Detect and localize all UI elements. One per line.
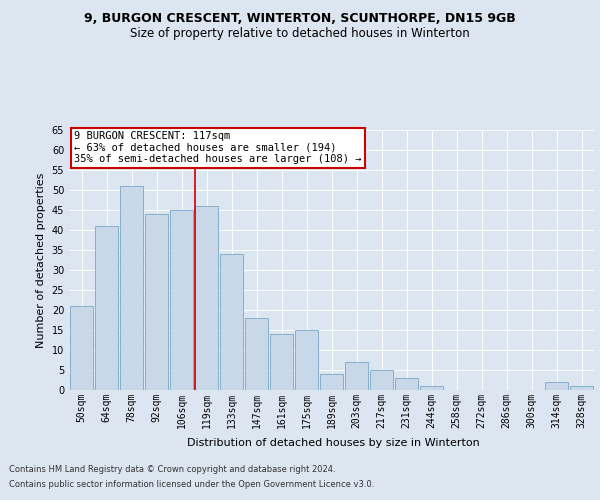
- Text: 9, BURGON CRESCENT, WINTERTON, SCUNTHORPE, DN15 9GB: 9, BURGON CRESCENT, WINTERTON, SCUNTHORP…: [84, 12, 516, 26]
- Bar: [320, 374, 343, 390]
- Bar: [295, 330, 318, 390]
- Text: Contains public sector information licensed under the Open Government Licence v3: Contains public sector information licen…: [9, 480, 374, 489]
- Bar: [170, 210, 193, 390]
- Text: Contains HM Land Registry data © Crown copyright and database right 2024.: Contains HM Land Registry data © Crown c…: [9, 465, 335, 474]
- Bar: [270, 334, 293, 390]
- Bar: [570, 386, 593, 390]
- Bar: [145, 214, 168, 390]
- Bar: [220, 254, 243, 390]
- Bar: [195, 206, 218, 390]
- Bar: [120, 186, 143, 390]
- Text: Size of property relative to detached houses in Winterton: Size of property relative to detached ho…: [130, 28, 470, 40]
- Bar: [420, 386, 443, 390]
- Y-axis label: Number of detached properties: Number of detached properties: [36, 172, 46, 348]
- Text: 9 BURGON CRESCENT: 117sqm
← 63% of detached houses are smaller (194)
35% of semi: 9 BURGON CRESCENT: 117sqm ← 63% of detac…: [74, 132, 362, 164]
- Bar: [370, 370, 393, 390]
- Bar: [95, 226, 118, 390]
- Bar: [395, 378, 418, 390]
- Bar: [345, 362, 368, 390]
- Bar: [70, 306, 93, 390]
- Text: Distribution of detached houses by size in Winterton: Distribution of detached houses by size …: [187, 438, 479, 448]
- Bar: [245, 318, 268, 390]
- Bar: [545, 382, 568, 390]
